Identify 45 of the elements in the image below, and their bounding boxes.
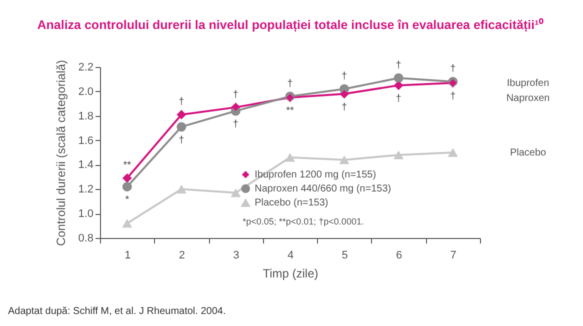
annotation: † xyxy=(396,93,402,104)
x-tick-label: 4 xyxy=(287,250,294,262)
y-tick-label: 0.8 xyxy=(78,232,94,244)
x-tick-label: 7 xyxy=(450,250,456,262)
y-tick-label: 1.8 xyxy=(78,110,94,122)
annotation: † xyxy=(287,78,293,90)
annotation: † xyxy=(178,134,184,146)
point xyxy=(122,173,132,183)
y-tick-label: 1.2 xyxy=(78,184,94,196)
text: Naproxen xyxy=(506,92,550,104)
annotation: † xyxy=(396,60,402,71)
y-tick-label: 2.0 xyxy=(78,86,94,98)
y-axis-title: Controlul durerii (scală categorială) xyxy=(54,60,68,246)
x-tick-label: 2 xyxy=(178,250,185,262)
point xyxy=(176,110,186,120)
annotation: † xyxy=(232,118,238,130)
y-tick-label: 1.6 xyxy=(78,134,94,147)
x-tick-label: 5 xyxy=(342,250,348,262)
annotation: ** xyxy=(123,160,132,172)
annotation: * xyxy=(125,194,130,206)
annotation: † xyxy=(232,89,238,100)
annotation: ** xyxy=(286,106,294,117)
legend-label: Ibuprofen 1200 mg (n=155) xyxy=(254,170,376,181)
text: Ibuprofen xyxy=(506,78,550,89)
legend-label: Placebo (n=153) xyxy=(254,198,328,209)
annotation: *p<0.05; **p<0.01; †p<0.0001. xyxy=(242,216,364,227)
annotation: † xyxy=(450,90,456,102)
annotation: † xyxy=(342,102,348,113)
annotation: † xyxy=(342,70,348,82)
text: Adaptat după: Schiff M, et al. J Rheumatol. 2004. xyxy=(8,306,226,317)
x-tick-label: 6 xyxy=(396,250,402,262)
x-axis-title: Timp (zile) xyxy=(262,266,318,280)
y-tick-label: 1.0 xyxy=(78,208,94,220)
annotation: † xyxy=(450,64,456,75)
annotation: † xyxy=(178,96,184,108)
point xyxy=(122,182,132,192)
text: Placebo xyxy=(510,148,547,158)
point xyxy=(176,122,186,132)
x-tick-label: 1 xyxy=(124,250,131,262)
legend-label: Naproxen 440/660 mg (n=153) xyxy=(254,184,392,195)
y-tick-label: 2.2 xyxy=(78,62,94,74)
chart-title: Analiza controlului durerii la nivelul populației totale incluse în evaluarea eficacității¹⁰ xyxy=(37,18,544,32)
x-tick-label: 3 xyxy=(233,250,240,262)
point xyxy=(394,73,404,83)
y-tick-label: 1.4 xyxy=(78,159,94,172)
